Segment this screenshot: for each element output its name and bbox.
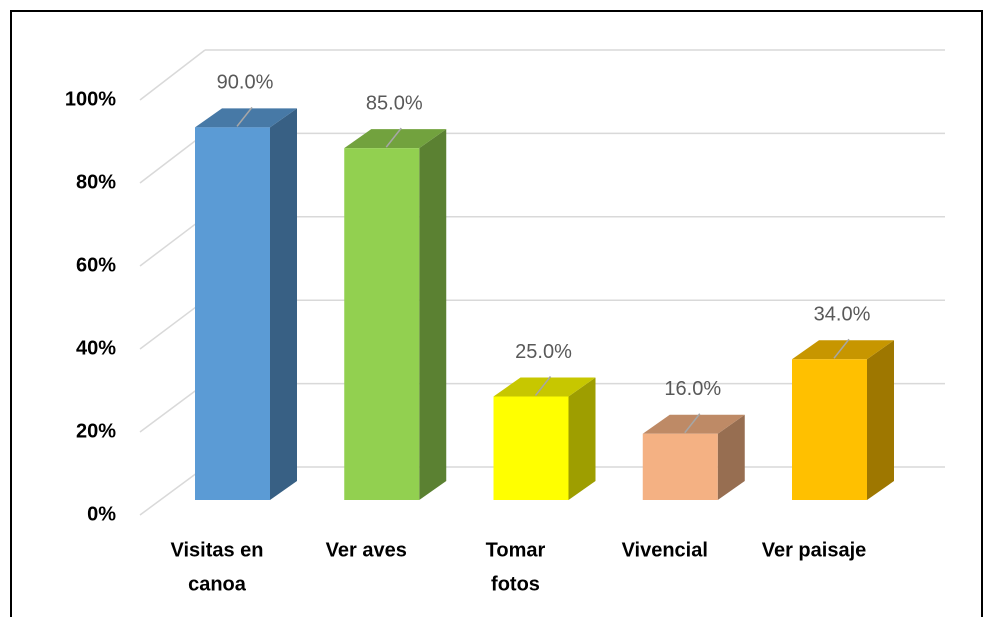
bar-side — [270, 108, 297, 501]
y-tick-label: 20% — [76, 420, 116, 442]
value-label: 25.0% — [515, 341, 572, 363]
value-label: 90.0% — [217, 72, 274, 94]
x-tick-label: Ver paisaje — [762, 539, 867, 561]
x-tick-label: Tomar — [486, 539, 546, 561]
bar — [493, 377, 596, 500]
y-tick-label: 0% — [87, 503, 116, 525]
chart-frame — [10, 10, 983, 617]
bar-front — [493, 396, 569, 500]
bar-front — [642, 433, 718, 500]
x-tick-label: Visitas en — [170, 539, 263, 561]
bar-top — [195, 108, 297, 128]
bar-front — [792, 359, 867, 500]
value-label: 16.0% — [664, 378, 721, 400]
y-tick-label: 60% — [76, 254, 116, 276]
y-tick-label: 80% — [76, 171, 116, 193]
value-label: 34.0% — [814, 304, 871, 326]
grid-line-side — [139, 466, 206, 516]
bar-top — [792, 340, 894, 360]
bar — [792, 340, 894, 500]
bar — [344, 129, 447, 500]
leader-line — [684, 413, 701, 434]
grid-line-side — [139, 132, 206, 184]
bar — [195, 108, 297, 501]
leader-line — [385, 127, 402, 148]
leader-line — [833, 338, 850, 359]
y-tick-label: 40% — [76, 337, 116, 359]
bar-side — [568, 377, 596, 500]
bar-side — [867, 340, 894, 500]
bar-side — [419, 129, 447, 500]
bar-front — [344, 148, 420, 500]
bar-side — [717, 414, 745, 500]
x-tick-label: canoa — [188, 573, 247, 595]
bar-front — [195, 127, 270, 501]
value-label: 85.0% — [366, 92, 423, 114]
x-tick-label: fotos — [491, 573, 540, 595]
bar-top — [493, 377, 596, 397]
grid-line-side — [139, 216, 206, 267]
x-tick-label: Ver aves — [326, 539, 407, 561]
grid-line-side — [139, 299, 206, 350]
leader-line — [534, 376, 552, 396]
leader-line — [236, 106, 253, 127]
bar — [642, 414, 745, 500]
bar-top — [642, 414, 745, 434]
grid-line-side — [139, 382, 206, 433]
y-tick-label: 100% — [65, 88, 116, 110]
x-tick-label: Vivencial — [622, 539, 708, 561]
bar-top — [344, 129, 447, 149]
grid-line-side — [139, 49, 206, 101]
